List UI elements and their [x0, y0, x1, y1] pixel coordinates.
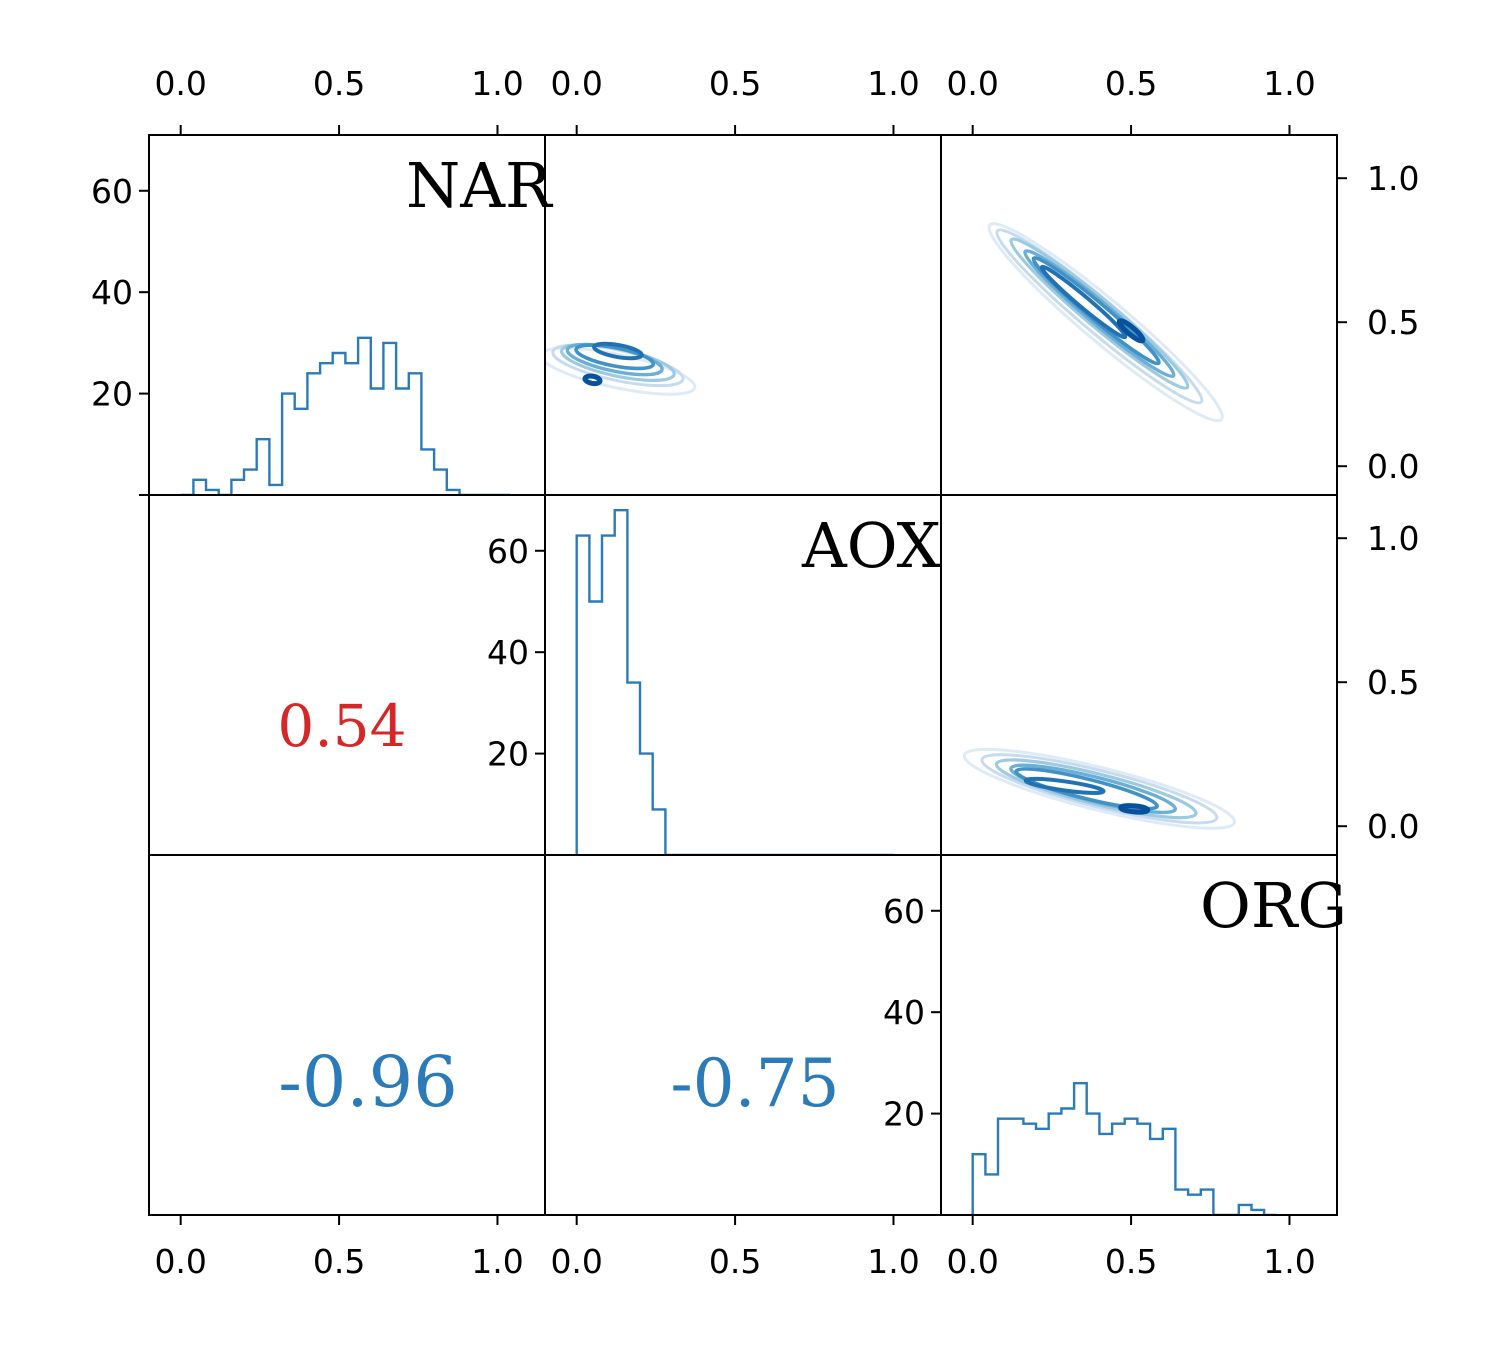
kde-contour-nar-aox-level-6 — [582, 373, 603, 387]
top-xtick-label: 0.5 — [709, 64, 761, 103]
hist-ytick-label: 60 — [91, 172, 133, 211]
variable-label-org: ORG — [1200, 869, 1347, 942]
right-ytick-label: 0.0 — [1367, 807, 1419, 846]
right-ytick-label: 0.5 — [1367, 303, 1419, 342]
bottom-xtick-label: 0.5 — [709, 1242, 761, 1281]
bottom-xtick-label: 0.5 — [313, 1242, 365, 1281]
hist-ytick-label: 60 — [487, 532, 529, 571]
hist-ytick-label: 40 — [883, 993, 925, 1032]
panel-frames — [148, 134, 1338, 1216]
bottom-xtick-label: 0.5 — [1105, 1242, 1157, 1281]
right-ytick-label: 0.0 — [1367, 447, 1419, 486]
corr-nar-aox: 0.54 — [277, 692, 406, 760]
kde-nar-aox — [545, 341, 697, 396]
histogram-aox — [575, 509, 894, 855]
histogram-nar — [180, 336, 511, 495]
kde-contour-nar-org-level-5 — [1039, 264, 1128, 340]
kde-contour-aox-org-level-0 — [962, 747, 1236, 830]
kde-contour-nar-aox-level-5 — [592, 341, 644, 361]
hist-ytick-label: 40 — [487, 633, 529, 672]
hist-ytick-label: 60 — [883, 892, 925, 931]
panel-org-org — [940, 854, 1338, 1216]
kde-contour-nar-aox-level-0 — [545, 346, 697, 396]
kde-contour-aox-org-level-6 — [1118, 803, 1151, 815]
axes-ticks: 0.0 0.0 0.5 0.5 1.0 1.0 0.0 0.0 0.5 0.5 1.0 1.0 0.0 0… — [91, 64, 1419, 1281]
kde-contour-nar-org-level-3 — [1023, 249, 1176, 379]
top-xtick-label: 0.0 — [154, 64, 206, 103]
hist-ytick-label: 20 — [487, 735, 529, 774]
histogram-org — [971, 1082, 1277, 1215]
top-xtick-label: 1.0 — [471, 64, 523, 103]
bottom-xtick-label: 0.0 — [550, 1242, 602, 1281]
bottom-xtick-label: 1.0 — [867, 1242, 919, 1281]
bottom-xtick-label: 0.0 — [946, 1242, 998, 1281]
hist-ytick-label: 20 — [91, 375, 133, 414]
hist-ytick-label: 40 — [91, 273, 133, 312]
histogram-step-aox — [575, 509, 894, 855]
kde-contour-aox-org-level-4 — [1014, 767, 1159, 811]
corr-nar-org: -0.96 — [278, 1041, 458, 1123]
bottom-xtick-label: 1.0 — [471, 1242, 523, 1281]
right-ytick-label: 1.0 — [1367, 519, 1419, 558]
kde-contour-aox-org-level-2 — [994, 758, 1198, 820]
hist-ytick-label: 20 — [883, 1095, 925, 1134]
top-xtick-label: 0.5 — [313, 64, 365, 103]
variable-label-nar: NAR — [406, 149, 554, 222]
kde-contour-aox-org-level-5 — [1023, 776, 1106, 795]
variable-label-aox: AOX — [801, 509, 941, 582]
bottom-xtick-label: 1.0 — [1263, 1242, 1315, 1281]
kde-contour-nar-org-level-0 — [987, 222, 1224, 423]
top-xtick-label: 0.5 — [1105, 64, 1157, 103]
histogram-step-nar — [180, 336, 511, 495]
kde-aox-org — [962, 747, 1236, 830]
corr-aox-org: -0.75 — [670, 1045, 839, 1122]
right-ytick-label: 0.5 — [1367, 663, 1419, 702]
right-ytick-label: 1.0 — [1367, 159, 1419, 198]
bottom-xtick-label: 0.0 — [154, 1242, 206, 1281]
top-xtick-label: 0.0 — [550, 64, 602, 103]
histogram-step-org — [971, 1082, 1277, 1215]
top-xtick-label: 1.0 — [1263, 64, 1315, 103]
top-xtick-label: 1.0 — [867, 64, 919, 103]
kde-contour-aox-org-level-1 — [980, 753, 1219, 825]
top-xtick-label: 0.0 — [946, 64, 998, 103]
kde-contour-nar-aox-level-4 — [574, 343, 656, 371]
kde-nar-org — [987, 222, 1224, 423]
kde-contour-nar-org-level-6 — [1116, 318, 1146, 344]
kde-contour-nar-org-level-2 — [1009, 237, 1190, 390]
